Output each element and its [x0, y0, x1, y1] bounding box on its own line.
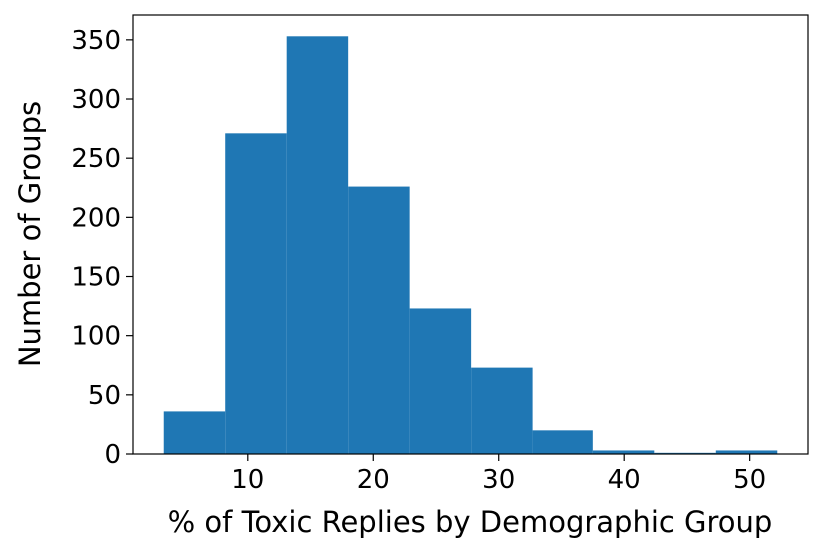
x-tick-label: 30: [482, 465, 515, 495]
bar: [592, 450, 655, 454]
bar: [163, 411, 226, 454]
y-tick-label: 250: [71, 144, 121, 174]
bar: [532, 430, 593, 454]
y-tick-label: 0: [104, 440, 121, 470]
bar: [286, 36, 349, 454]
bar: [409, 308, 472, 454]
bar: [348, 186, 410, 454]
x-tick-label: 40: [608, 465, 641, 495]
x-tick-label: 20: [357, 465, 390, 495]
bar: [715, 450, 778, 454]
x-tick-label: 10: [231, 465, 264, 495]
x-axis-label: % of Toxic Replies by Demographic Group: [168, 505, 773, 539]
bar: [225, 133, 287, 454]
x-tick-label: 50: [733, 465, 766, 495]
y-tick-label: 300: [71, 85, 121, 115]
y-tick-label: 50: [88, 381, 121, 411]
y-tick-label: 350: [71, 26, 121, 56]
y-tick-label: 200: [71, 203, 121, 233]
y-tick-label: 150: [71, 263, 121, 293]
y-axis-label: Number of Groups: [13, 101, 47, 367]
plot-frame: [132, 14, 809, 455]
y-tick-label: 100: [71, 322, 121, 352]
bar: [471, 367, 533, 454]
